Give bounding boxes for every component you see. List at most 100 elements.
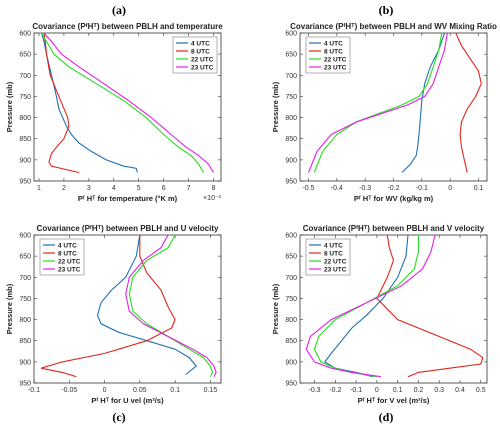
series-line-8-utc xyxy=(455,33,482,173)
y-tick-label: 600 xyxy=(285,233,297,240)
y-tick-label: 900 xyxy=(285,157,297,164)
series-line-8-utc xyxy=(40,235,176,378)
series-line-22-utc xyxy=(313,33,443,173)
legend-entry: 23 UTC xyxy=(191,64,214,71)
y-tick-label: 700 xyxy=(285,275,297,282)
y-tick-label: 750 xyxy=(285,296,297,303)
x-tick-label: 0 xyxy=(448,185,452,192)
x-tick-label: -0.2 xyxy=(387,185,399,192)
legend-entry: 4 UTC xyxy=(324,40,343,47)
chart-title: Covariance (PᶠHᵀ) between PBLH and V vel… xyxy=(303,224,485,233)
y-tick-label: 700 xyxy=(19,275,31,282)
series-line-8-utc xyxy=(376,235,484,378)
x-tick-label: 0 xyxy=(375,387,379,394)
x-axis-label: Pᶠ Hᵀ for WV (kg/kg m) xyxy=(354,194,434,203)
y-tick-label: 600 xyxy=(19,31,31,38)
panel-label: (b) xyxy=(379,3,394,17)
y-tick-label: 950 xyxy=(19,381,31,388)
chart-title: Covariance (PᶠHᵀ) between PBLH and U vel… xyxy=(37,224,219,233)
series-line-23-utc xyxy=(125,235,217,377)
legend-entry: 8 UTC xyxy=(58,250,77,257)
y-tick-label: 800 xyxy=(285,115,297,122)
legend-entry: 8 UTC xyxy=(324,48,343,55)
series-line-23-utc xyxy=(43,33,214,173)
x-tick-label: 0.05 xyxy=(133,387,147,394)
y-tick-label: 700 xyxy=(19,73,31,80)
y-tick-label: 750 xyxy=(19,94,31,101)
x-tick-label: 3 xyxy=(87,185,91,192)
y-tick-label: 900 xyxy=(19,157,31,164)
chart-panel-2: (b) Covariance (PᶠHᵀ) between PBLH and WV… xyxy=(271,3,497,203)
plot-frame xyxy=(33,32,222,182)
y-tick-label: 850 xyxy=(19,136,31,143)
plot-frame xyxy=(33,234,222,384)
legend-entry: 4 UTC xyxy=(324,242,343,249)
x-tick-label: 8 xyxy=(212,185,216,192)
x-tick-label: 0.3 xyxy=(434,387,444,394)
x-tick-label: 6 xyxy=(162,185,166,192)
y-tick-label: 750 xyxy=(19,296,31,303)
x-tick-label: -0.5 xyxy=(302,185,314,192)
series-line-4-utc xyxy=(40,33,139,173)
chart-title: Covariance (PᶠHᵀ) between PBLH and WV Mi… xyxy=(290,22,497,31)
y-axis-label: Pressure (mb) xyxy=(271,81,280,132)
legend-entry: 8 UTC xyxy=(324,250,343,257)
x-tick-label: 0.5 xyxy=(476,387,486,394)
y-tick-label: 800 xyxy=(19,115,31,122)
series-line-23-utc xyxy=(307,33,448,173)
y-tick-label: 650 xyxy=(285,52,297,59)
x-tick-label: -0.05 xyxy=(61,387,77,394)
series-line-4-utc xyxy=(96,235,198,375)
series-line-8-utc xyxy=(43,33,80,174)
plot-frame xyxy=(299,234,488,384)
y-tick-label: 800 xyxy=(19,317,31,324)
chart-panel-3: (c) Covariance (PᶠHᵀ) between PBLH and U … xyxy=(5,224,222,424)
legend-entry: 23 UTC xyxy=(324,266,347,273)
chart-panel-4: (d) Covariance (PᶠHᵀ) between PBLH and V … xyxy=(271,224,488,424)
y-tick-label: 600 xyxy=(19,233,31,240)
x-tick-label: -0.2 xyxy=(329,387,341,394)
x-axis-label: Pᶠ Hᵀ for temperature (°K m) xyxy=(78,194,178,203)
chart-title: Covariance (PᶠHᵀ) between PBLH and tempe… xyxy=(32,22,223,31)
series-line-22-utc xyxy=(128,235,214,377)
x-tick-label: 0.1 xyxy=(393,387,403,394)
y-tick-label: 650 xyxy=(285,254,297,261)
panel-label: (a) xyxy=(112,3,126,17)
series-line-22-utc xyxy=(313,235,419,378)
x-tick-label: -0.3 xyxy=(359,185,371,192)
y-tick-label: 650 xyxy=(19,52,31,59)
panel-label: (c) xyxy=(112,410,125,424)
x-tick-label: 0.15 xyxy=(204,387,218,394)
legend-entry: 4 UTC xyxy=(191,40,210,47)
y-tick-label: 700 xyxy=(285,73,297,80)
x-tick-label: -0.4 xyxy=(331,185,343,192)
x-axis-label: Pᶠ Hᵀ for U vel (m²/s) xyxy=(91,396,164,405)
y-tick-label: 800 xyxy=(285,317,297,324)
legend-entry: 23 UTC xyxy=(58,266,81,273)
y-tick-label: 650 xyxy=(19,254,31,261)
legend-entry: 22 UTC xyxy=(58,258,81,265)
panel-label: (d) xyxy=(379,410,394,424)
x-tick-label: -0.1 xyxy=(350,387,362,394)
x-tick-label: 0.4 xyxy=(455,387,465,394)
x-tick-label: 7 xyxy=(187,185,191,192)
series-line-23-utc xyxy=(305,235,436,378)
series-line-4-utc xyxy=(401,33,446,173)
x-axis-label: Pᶠ Hᵀ for V vel (m²/s) xyxy=(358,396,430,405)
x-axis-exponent: ×10⁻³ xyxy=(203,195,222,202)
y-tick-label: 750 xyxy=(285,94,297,101)
y-tick-label: 900 xyxy=(19,359,31,366)
series-line-22-utc xyxy=(41,33,204,173)
x-tick-label: 2 xyxy=(62,185,66,192)
y-tick-label: 950 xyxy=(19,179,31,186)
y-tick-label: 850 xyxy=(285,338,297,345)
x-tick-label: 4 xyxy=(112,185,116,192)
legend-entry: 8 UTC xyxy=(191,48,210,55)
y-tick-label: 600 xyxy=(285,31,297,38)
y-axis-label: Pressure (mb) xyxy=(271,283,280,334)
x-tick-label: 5 xyxy=(137,185,141,192)
x-tick-label: 1 xyxy=(37,185,41,192)
